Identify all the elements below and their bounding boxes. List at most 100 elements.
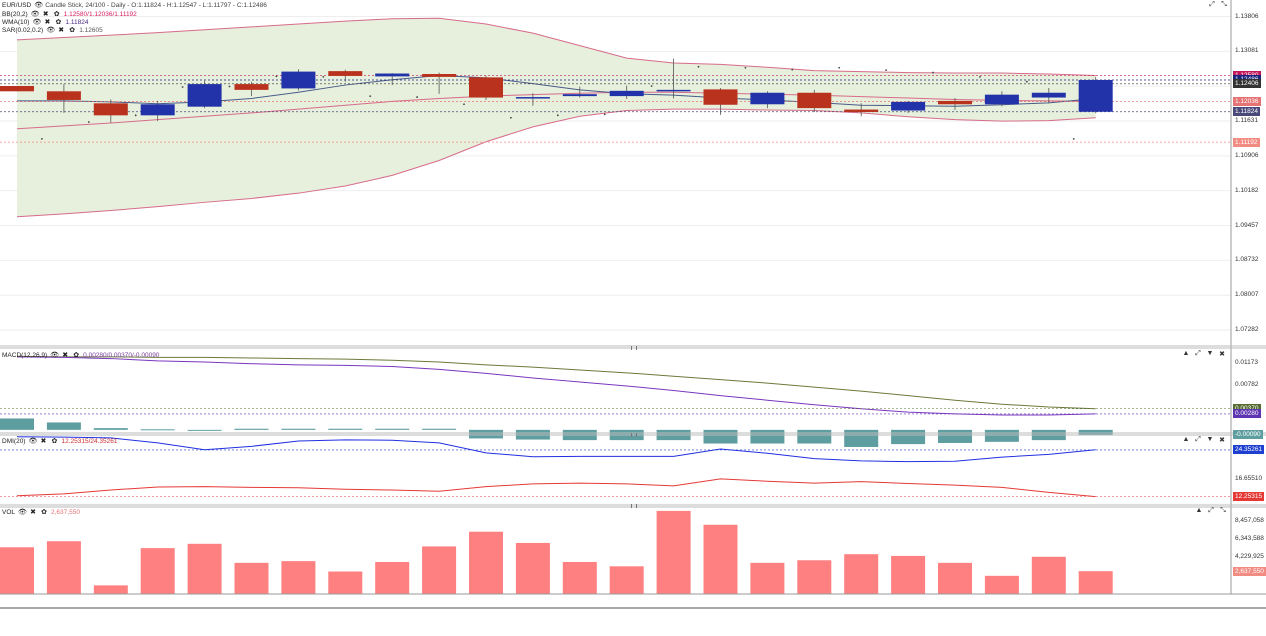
candle-body: [797, 92, 832, 109]
sar-dot: [322, 75, 325, 78]
sar-dot: [510, 116, 512, 119]
volume-bar: [984, 575, 1019, 594]
close-icon[interactable]: ✖: [42, 11, 49, 18]
close-icon[interactable]: ✖: [1219, 351, 1225, 358]
macd-tick-label: 0.01173: [1235, 358, 1259, 366]
candle-body: [422, 74, 457, 77]
gear-icon[interactable]: ✿: [55, 19, 62, 26]
eye-icon[interactable]: 👁: [50, 352, 60, 359]
price-badge: 1.12036: [1233, 97, 1261, 107]
eye-icon[interactable]: 👁: [18, 509, 27, 516]
candle-body: [46, 91, 81, 100]
candle-body: [938, 100, 972, 105]
close-icon[interactable]: ✖: [30, 509, 36, 516]
volume-bar: [375, 561, 410, 594]
volume-bar: [797, 560, 832, 594]
move-up-icon[interactable]: ▲: [1195, 507, 1203, 514]
candle-body: [750, 92, 785, 105]
macd-histogram-bar: [93, 428, 128, 430]
vol-tick-label: 8,457,058: [1235, 516, 1264, 524]
dmi-panel-controls: ▲ ⤢ ▼ ✖: [1182, 436, 1226, 444]
macd-line: [16, 356, 1096, 416]
volume-bar: [656, 510, 691, 594]
candle-body: [0, 86, 34, 92]
gear-icon[interactable]: ✿: [41, 509, 47, 516]
price-badge: 1.12580: [1233, 70, 1261, 80]
price-badge: 1.12406: [1233, 79, 1261, 89]
resize-handle[interactable]: [631, 346, 637, 350]
macd-histogram-bar: [234, 428, 269, 430]
collapse-icon[interactable]: ⤡: [1221, 1, 1227, 8]
sar-dot: [838, 66, 841, 69]
close-icon[interactable]: ✖: [1219, 437, 1225, 444]
collapse-icon[interactable]: ⤡: [1220, 507, 1226, 514]
sar-dot: [228, 85, 231, 88]
close-icon[interactable]: ✖: [40, 438, 47, 445]
vol-label: VOL: [2, 509, 16, 516]
close-icon[interactable]: ✖: [44, 19, 51, 26]
macd-histogram-bar: [140, 429, 175, 431]
volume-bar: [93, 585, 128, 594]
expand-icon[interactable]: ⤢: [1195, 436, 1201, 443]
sar-dot: [697, 65, 700, 68]
dmi-plus-line: [16, 478, 1096, 498]
macd-histogram-bar: [797, 429, 832, 444]
price-tick-label: 1.08732: [1235, 256, 1259, 264]
expand-icon[interactable]: ⤢: [1208, 507, 1214, 514]
eye-icon[interactable]: 👁: [30, 11, 40, 18]
price-badge: 1.11192: [1233, 137, 1260, 147]
sar-dot: [1072, 137, 1075, 140]
sar-dot: [416, 96, 418, 98]
price-tick-label: 1.10906: [1235, 151, 1259, 159]
move-down-icon[interactable]: ▼: [1206, 436, 1214, 443]
gear-icon[interactable]: ✿: [69, 27, 76, 34]
volume-bar: [469, 531, 503, 594]
macd-histogram-bar: [328, 428, 363, 430]
gear-icon[interactable]: ✿: [73, 352, 80, 359]
dmi-tick-label: 16.65510: [1235, 475, 1263, 483]
vol-value: 2,637,550: [51, 509, 80, 516]
close-icon[interactable]: ✖: [58, 27, 65, 34]
macd-histogram-bar: [187, 429, 222, 431]
vol-tick-label: 4,229,925: [1235, 553, 1264, 561]
gear-icon[interactable]: ✿: [51, 438, 58, 445]
macd-signal-line: [16, 355, 1096, 410]
macd-panel-controls: ▲ ⤢ ▼ ✖: [1182, 350, 1226, 358]
resize-handle[interactable]: [631, 504, 637, 508]
eye-icon[interactable]: 👁: [34, 2, 44, 9]
candle-body: [234, 84, 269, 90]
gear-icon[interactable]: ✿: [53, 11, 60, 18]
eye-icon[interactable]: 👁: [32, 19, 42, 26]
eye-icon[interactable]: 👁: [46, 27, 56, 34]
candle-body: [891, 101, 926, 111]
candle-body: [984, 94, 1019, 105]
move-up-icon[interactable]: ▲: [1182, 436, 1190, 443]
close-icon[interactable]: ✖: [62, 352, 69, 359]
expand-icon[interactable]: ⤢: [1209, 1, 1215, 8]
macd-badge: -0.00090: [1233, 430, 1263, 440]
volume-bar: [844, 554, 879, 594]
sar-dot: [650, 85, 653, 87]
volume-bar: [187, 543, 222, 594]
move-down-icon[interactable]: ▼: [1206, 350, 1214, 357]
bollinger-middle-line: [16, 91, 1096, 130]
bb-label: BB(20,2): [2, 11, 28, 18]
bollinger-band-fill: [17, 18, 1096, 217]
sar-dot: [1025, 80, 1028, 83]
expand-icon[interactable]: ⤢: [1195, 350, 1201, 357]
sar-dot: [87, 121, 90, 123]
move-up-icon[interactable]: ▲: [1182, 350, 1190, 357]
candle-body: [328, 71, 363, 76]
volume-bar: [328, 571, 363, 594]
macd-histogram-bar: [984, 429, 1019, 442]
price-panel: [0, 17, 1231, 218]
sar-dot: [885, 69, 887, 72]
sar-dot: [463, 103, 465, 106]
resize-handle[interactable]: [631, 433, 637, 437]
eye-icon[interactable]: 👁: [28, 438, 38, 445]
bollinger-lower-line: [16, 108, 1096, 218]
legend-wma: WMA(10) 👁 ✖ ✿ 1.11824: [2, 18, 88, 27]
volume-bar: [938, 562, 972, 594]
volume-bar: [609, 566, 644, 594]
candle-body: [656, 89, 691, 92]
